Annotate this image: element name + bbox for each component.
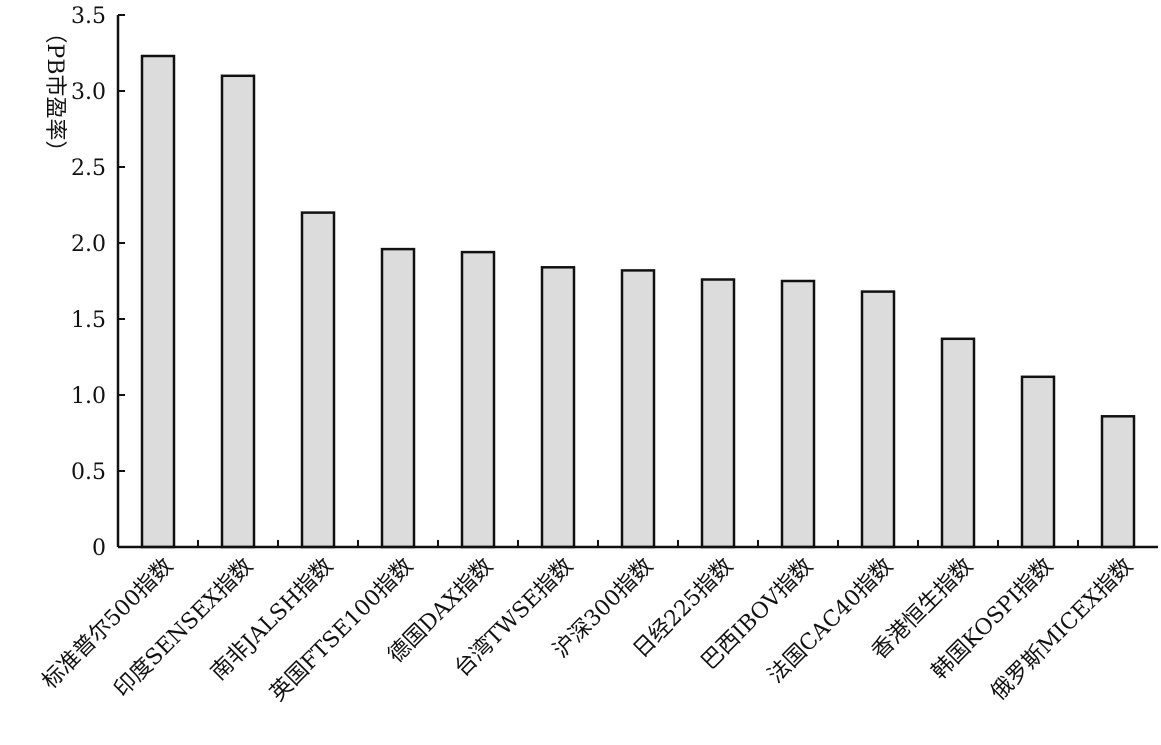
axes-layer <box>116 15 1158 549</box>
x-category-label: 英国FTSE100指数 <box>265 554 418 707</box>
bar-12 <box>1020 375 1056 549</box>
bar-9 <box>780 279 816 549</box>
y-tick-label: 2.5 <box>71 156 106 181</box>
bar-13 <box>1100 415 1136 549</box>
y-tick-label: 0 <box>92 536 106 561</box>
bar-4 <box>380 247 416 549</box>
bar-6 <box>540 266 576 549</box>
bar-3 <box>300 211 336 549</box>
bar-2 <box>220 74 256 549</box>
y-tick-label: 1.5 <box>71 308 106 333</box>
y-ticks-layer: 0 0.5 1.0 1.5 2.0 2.5 3.0 3.5 <box>71 4 1079 561</box>
bar-1 <box>140 54 176 549</box>
x-category-label: 印度SENSEX指数 <box>110 554 259 703</box>
bar-10 <box>860 290 896 549</box>
y-axis-title: （PB市盈率） <box>42 22 67 163</box>
y-axis-label: （PB市盈率） <box>42 22 67 163</box>
y-tick-label: 0.5 <box>71 460 106 485</box>
y-tick-label: 3.0 <box>71 80 106 105</box>
y-tick-label: 3.5 <box>71 4 106 29</box>
y-tick-label: 1.0 <box>71 384 106 409</box>
x-categories-layer: 标准普尔500指数印度SENSEX指数南非JALSH指数英国FTSE100指数德… <box>38 554 1139 707</box>
y-tick-label: 2.0 <box>71 232 106 257</box>
bar-7 <box>620 269 656 549</box>
bar-11 <box>940 337 976 549</box>
x-category-label: 俄罗斯MICEX指数 <box>986 554 1138 706</box>
bar-5 <box>460 250 496 549</box>
x-category-label: 标准普尔500指数 <box>38 554 179 695</box>
bar-8 <box>700 278 736 549</box>
bars-layer <box>140 54 1136 549</box>
